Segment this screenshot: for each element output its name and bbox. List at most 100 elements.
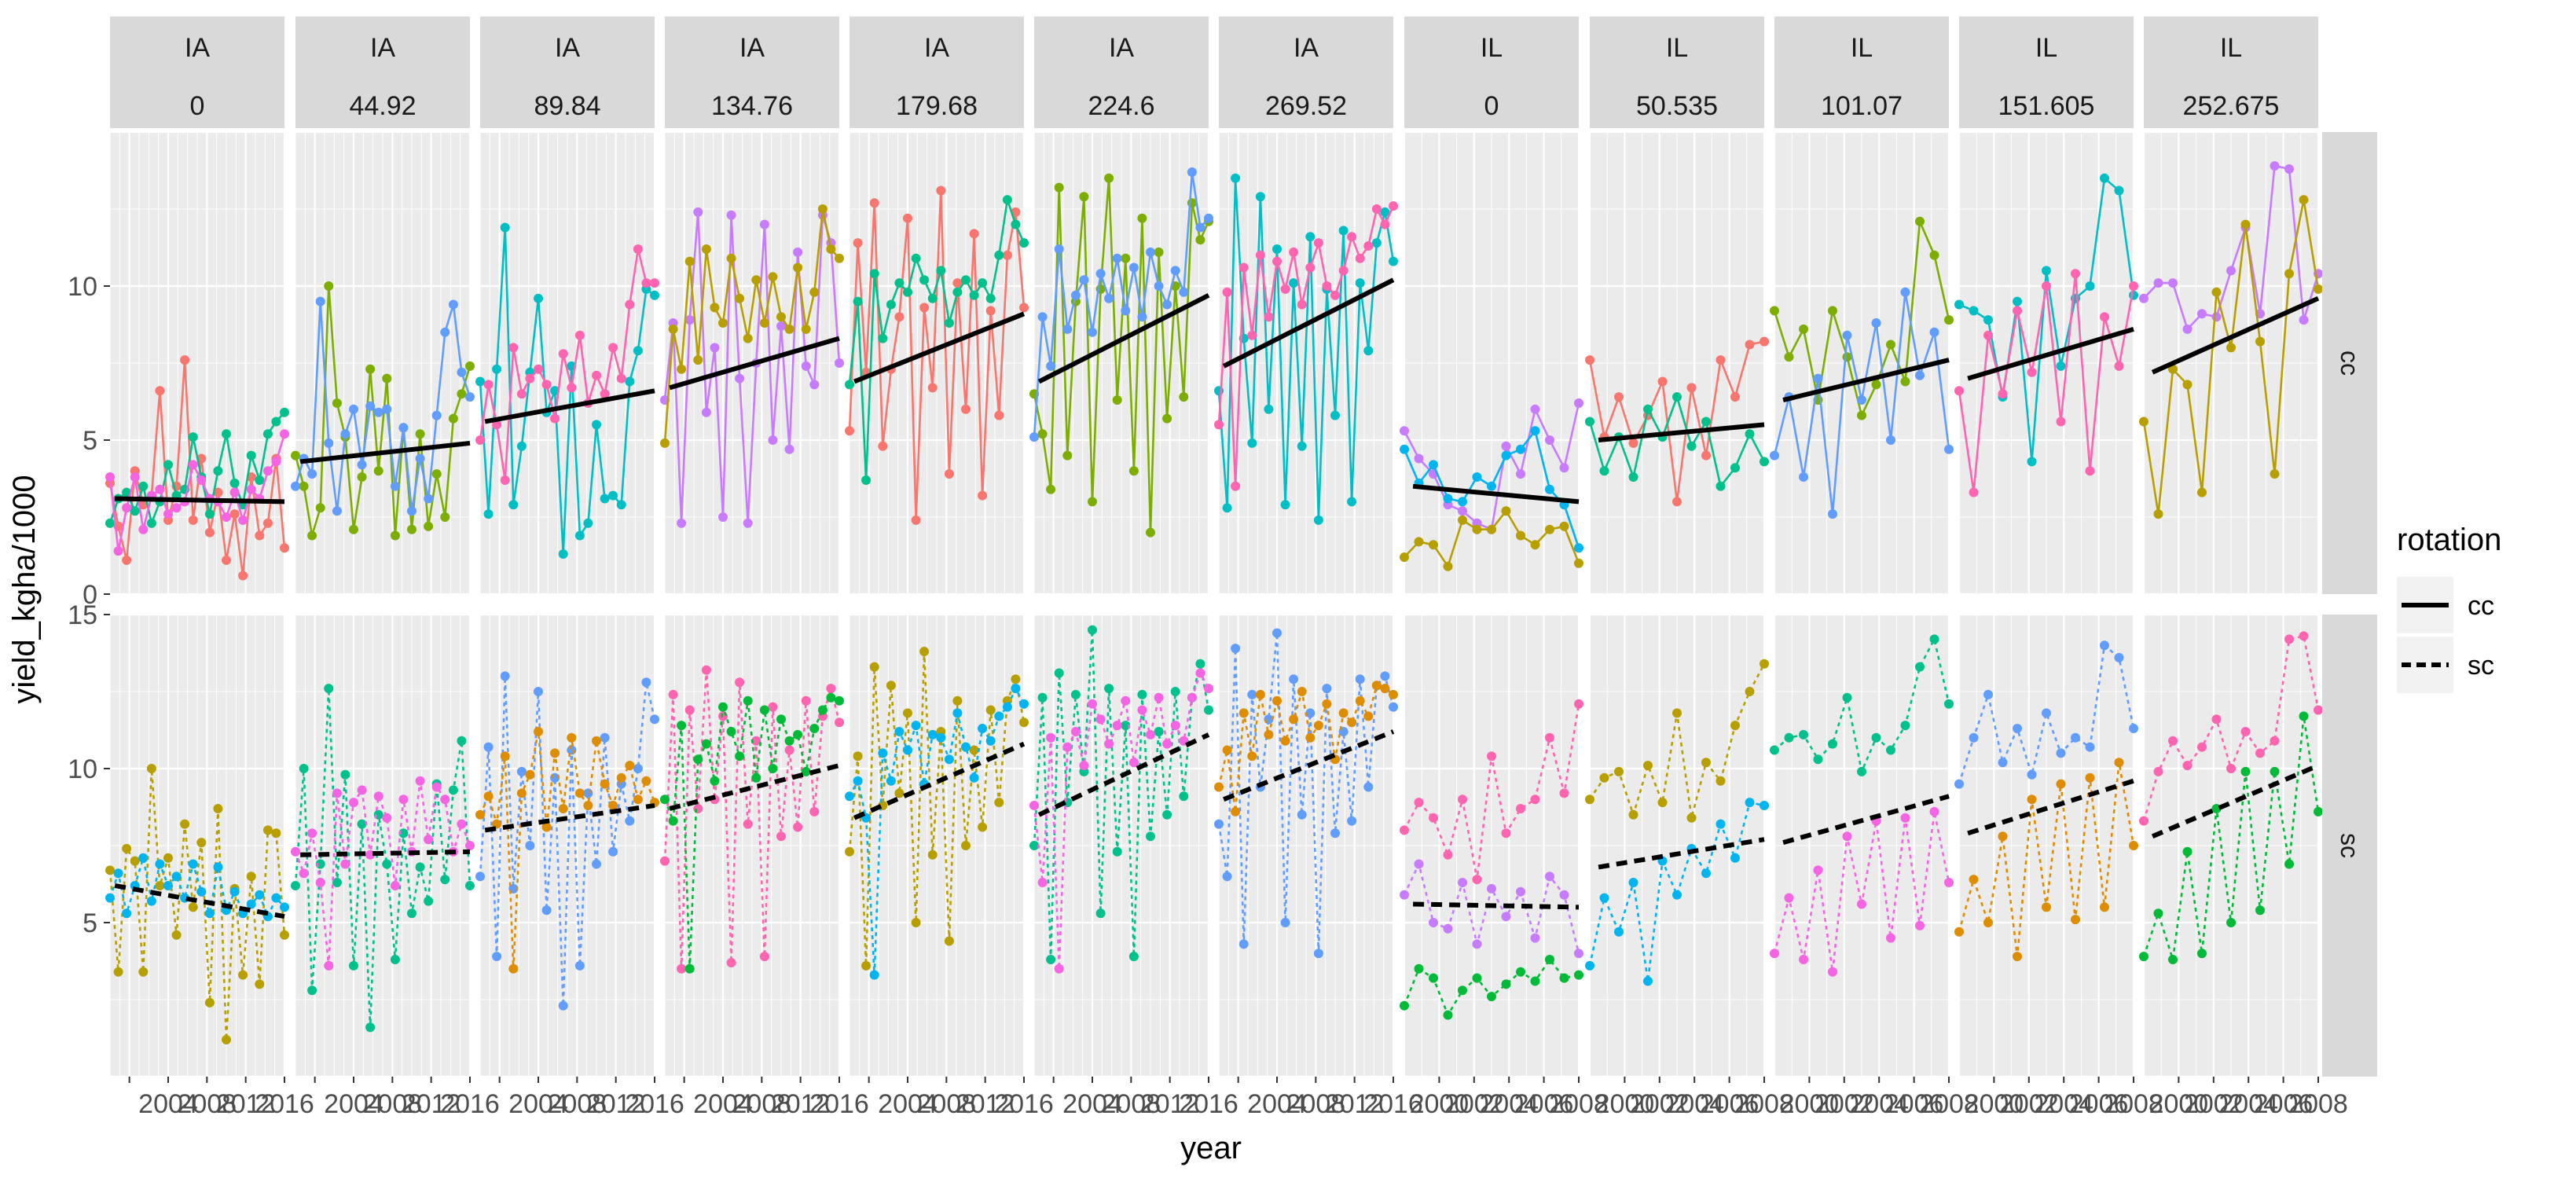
data-point — [969, 229, 979, 239]
data-point — [1559, 788, 1569, 798]
data-point — [1095, 908, 1106, 919]
x-tick-label: 2008 — [732, 1089, 792, 1119]
data-point — [1002, 702, 1012, 712]
data-point — [483, 742, 494, 752]
data-point — [1828, 306, 1837, 316]
data-point — [163, 460, 173, 470]
series-line — [848, 190, 1026, 520]
data-point — [1745, 429, 1755, 439]
row-strip-label: sc — [2336, 833, 2364, 858]
data-point — [2100, 312, 2109, 322]
x-tick-label: 2008 — [917, 1089, 977, 1119]
series-line — [1033, 670, 1210, 969]
data-point — [431, 410, 442, 420]
data-point — [1255, 689, 1265, 699]
data-point — [2197, 309, 2207, 319]
data-point — [246, 450, 256, 461]
data-point — [2139, 417, 2149, 427]
data-point — [1929, 327, 1939, 337]
data-point — [592, 370, 601, 380]
data-point — [1813, 373, 1823, 383]
data-point — [826, 692, 836, 703]
strip-rate-label: 101.07 — [1821, 91, 1903, 121]
data-point — [583, 518, 593, 528]
data-point — [1146, 527, 1155, 538]
data-point — [1019, 238, 1029, 248]
data-point — [1046, 484, 1056, 494]
data-point — [525, 769, 535, 780]
data-point — [1297, 441, 1307, 451]
data-point — [835, 695, 844, 706]
data-point — [1701, 868, 1711, 879]
data-point — [357, 460, 367, 470]
data-point — [911, 253, 921, 263]
data-point — [516, 389, 527, 399]
data-point — [1599, 772, 1609, 783]
data-point — [1585, 417, 1594, 427]
data-point — [2255, 905, 2265, 916]
data-point — [2027, 367, 2037, 377]
data-point — [122, 487, 132, 497]
data-point — [2085, 281, 2095, 291]
facet-panel — [475, 130, 659, 596]
data-point — [1380, 207, 1390, 217]
data-point — [1195, 222, 1205, 233]
strip-rate-label: 269.52 — [1265, 91, 1347, 121]
data-point — [2085, 466, 2095, 476]
data-point — [1247, 751, 1257, 761]
x-tick-label: 2016 — [1363, 1089, 1423, 1119]
data-point — [2139, 293, 2149, 303]
data-point — [558, 1000, 568, 1011]
x-tick-label: 2004 — [1479, 1089, 1539, 1119]
series-line — [294, 688, 472, 1028]
data-point — [2270, 161, 2280, 171]
data-point — [196, 838, 207, 848]
x-tick-label: 2004 — [1062, 1089, 1122, 1119]
data-point — [1784, 352, 1794, 362]
data-point — [1121, 721, 1131, 731]
data-point — [1400, 444, 1409, 454]
data-point — [1944, 699, 1954, 709]
data-point — [2056, 361, 2066, 371]
data-point — [1371, 238, 1382, 248]
data-point — [616, 500, 626, 510]
data-point — [1029, 432, 1039, 442]
data-point — [1347, 232, 1357, 242]
data-point — [1162, 739, 1172, 749]
data-point — [1760, 336, 1769, 347]
data-point — [978, 490, 988, 501]
data-point — [448, 299, 458, 310]
x-tick-label: 2012 — [956, 1089, 1015, 1119]
data-point — [299, 481, 309, 491]
data-point — [1414, 453, 1424, 464]
data-point — [113, 546, 123, 556]
x-tick-label: 2000 — [1965, 1089, 2024, 1119]
data-point — [222, 512, 231, 522]
data-point — [1154, 247, 1164, 257]
data-point — [1472, 875, 1482, 885]
data-point — [516, 766, 527, 776]
data-point — [1289, 247, 1299, 257]
data-point — [1770, 450, 1779, 461]
x-tick-label: 2008 — [2104, 1089, 2163, 1119]
series-line — [1033, 178, 1210, 533]
data-point — [1088, 327, 1097, 337]
row-strip-cc: cc — [2322, 132, 2377, 594]
data-point — [373, 791, 383, 802]
strip-rate-label: 252.675 — [2183, 91, 2280, 121]
data-point — [1983, 330, 1993, 340]
data-point — [835, 717, 844, 728]
trend-line — [114, 883, 285, 919]
data-point — [2270, 469, 2280, 479]
data-point — [776, 321, 786, 331]
data-point — [2100, 640, 2109, 651]
data-point — [1046, 732, 1056, 743]
data-point — [625, 761, 635, 771]
data-point — [1686, 813, 1697, 823]
data-point — [1363, 711, 1374, 721]
data-point — [1745, 687, 1755, 696]
data-point — [817, 204, 827, 214]
data-point — [743, 695, 753, 706]
data-point — [978, 278, 988, 288]
data-point — [508, 500, 519, 510]
